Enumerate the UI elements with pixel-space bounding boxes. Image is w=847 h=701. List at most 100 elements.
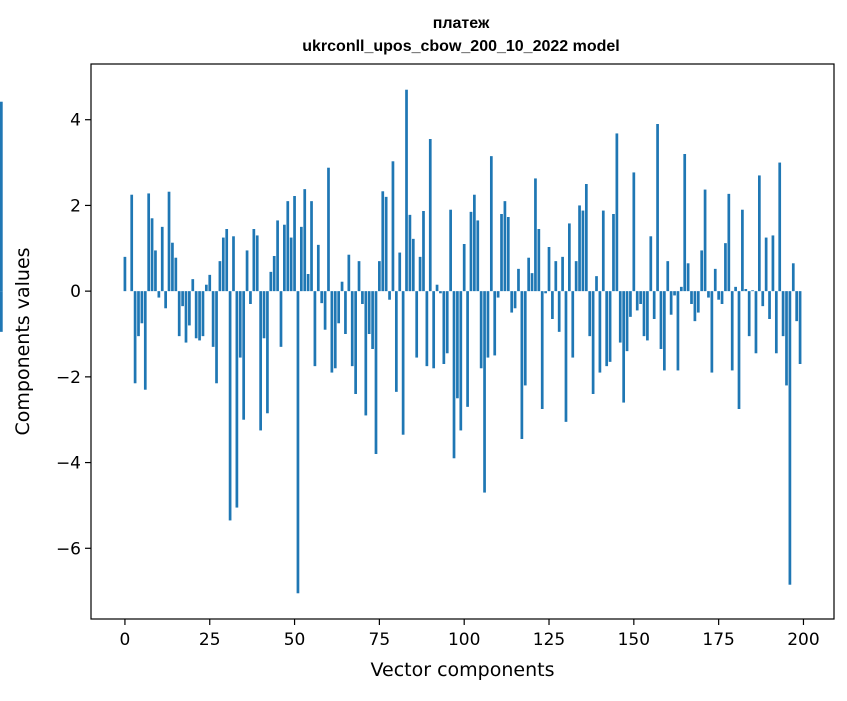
bar-170 <box>700 250 703 291</box>
bar-197 <box>792 263 795 291</box>
y-tick-label: 0 <box>70 282 81 302</box>
bar-43 <box>269 272 272 291</box>
bar-140 <box>599 291 602 372</box>
bar-130 <box>565 291 568 422</box>
x-tick-label: 200 <box>787 630 819 650</box>
bar-42 <box>266 291 269 413</box>
bar-198 <box>795 291 798 321</box>
bar-144 <box>612 214 615 291</box>
bar-127 <box>554 261 557 291</box>
bar-147 <box>622 291 625 402</box>
bar-136 <box>585 184 588 291</box>
bar-90 <box>429 139 432 291</box>
bar-4 <box>137 291 140 336</box>
bar-177 <box>724 243 727 291</box>
bar-118 <box>524 291 527 385</box>
bar-123 <box>541 291 544 409</box>
bar-81 <box>398 253 401 292</box>
bar-193 <box>778 163 781 292</box>
x-tick-label: 175 <box>702 630 734 650</box>
bar-161 <box>670 291 673 315</box>
bar-106 <box>483 291 486 492</box>
bar-109 <box>493 291 496 355</box>
bar-73 <box>371 291 374 349</box>
bar-180 <box>734 287 737 291</box>
x-tick-label: 100 <box>448 630 480 650</box>
bar-32 <box>232 236 235 291</box>
bar-85 <box>412 239 415 291</box>
bar-135 <box>582 211 585 292</box>
bar-67 <box>351 291 354 366</box>
bar-87 <box>419 257 422 291</box>
bar-6 <box>144 291 147 390</box>
bar-53 <box>303 189 306 291</box>
bar-105 <box>480 291 483 368</box>
x-tick-label: 50 <box>284 630 306 650</box>
bar-65 <box>344 291 347 334</box>
bar-152 <box>639 291 642 304</box>
bar-46 <box>280 291 283 347</box>
bar-91 <box>432 291 435 368</box>
bar-38 <box>252 229 255 291</box>
bar-181 <box>738 291 741 409</box>
bar-171 <box>704 190 707 292</box>
bar-182 <box>741 210 744 291</box>
bar-156 <box>653 291 656 319</box>
bar-131 <box>568 223 571 291</box>
bar-165 <box>683 154 686 291</box>
bar-160 <box>666 261 669 291</box>
bar-62 <box>334 291 337 368</box>
y-tick-label: −4 <box>56 454 81 474</box>
bar-40 <box>259 291 262 430</box>
bar-33 <box>236 291 239 507</box>
bar-104 <box>476 220 479 291</box>
bar-34 <box>239 291 242 357</box>
y-axis-label: Components values <box>12 247 34 435</box>
plot-frame <box>91 64 834 619</box>
bar-88 <box>422 211 425 291</box>
bar-84 <box>409 215 412 291</box>
bar-79 <box>392 161 395 291</box>
bar-153 <box>643 291 646 336</box>
x-tick-label: 150 <box>618 630 650 650</box>
bar-112 <box>504 201 507 291</box>
bar-121 <box>534 178 537 291</box>
bar-128 <box>558 291 561 332</box>
bar-124 <box>544 291 547 293</box>
bar-101 <box>466 291 469 407</box>
bar-36 <box>246 250 249 291</box>
bar-22 <box>198 291 201 340</box>
bar-68 <box>354 291 357 394</box>
bar-69 <box>358 261 361 291</box>
bar-89 <box>426 291 429 366</box>
bar-72 <box>368 291 371 334</box>
bar-100 <box>463 244 466 291</box>
bar-143 <box>609 291 612 362</box>
bar-148 <box>626 291 629 351</box>
bar-163 <box>677 291 680 370</box>
bar-3 <box>134 291 137 383</box>
bar-116 <box>517 269 520 291</box>
bar-59 <box>324 291 327 330</box>
bar-164 <box>680 287 683 291</box>
bar-10 <box>158 291 161 297</box>
bar-190 <box>768 291 771 319</box>
bar-199 <box>799 291 802 364</box>
bar-138 <box>592 291 595 394</box>
bar-187 <box>758 175 761 291</box>
bar-142 <box>605 291 608 366</box>
bar-194 <box>782 291 785 336</box>
bar-18 <box>185 291 188 342</box>
bar-26 <box>212 291 215 347</box>
bar-162 <box>673 291 676 295</box>
bar-151 <box>636 291 639 310</box>
bar-20 <box>191 279 194 291</box>
bar-107 <box>487 291 490 357</box>
bar-78 <box>388 291 391 300</box>
bar-55 <box>310 201 313 291</box>
bar-133 <box>575 261 578 291</box>
x-tick-label: 125 <box>533 630 565 650</box>
